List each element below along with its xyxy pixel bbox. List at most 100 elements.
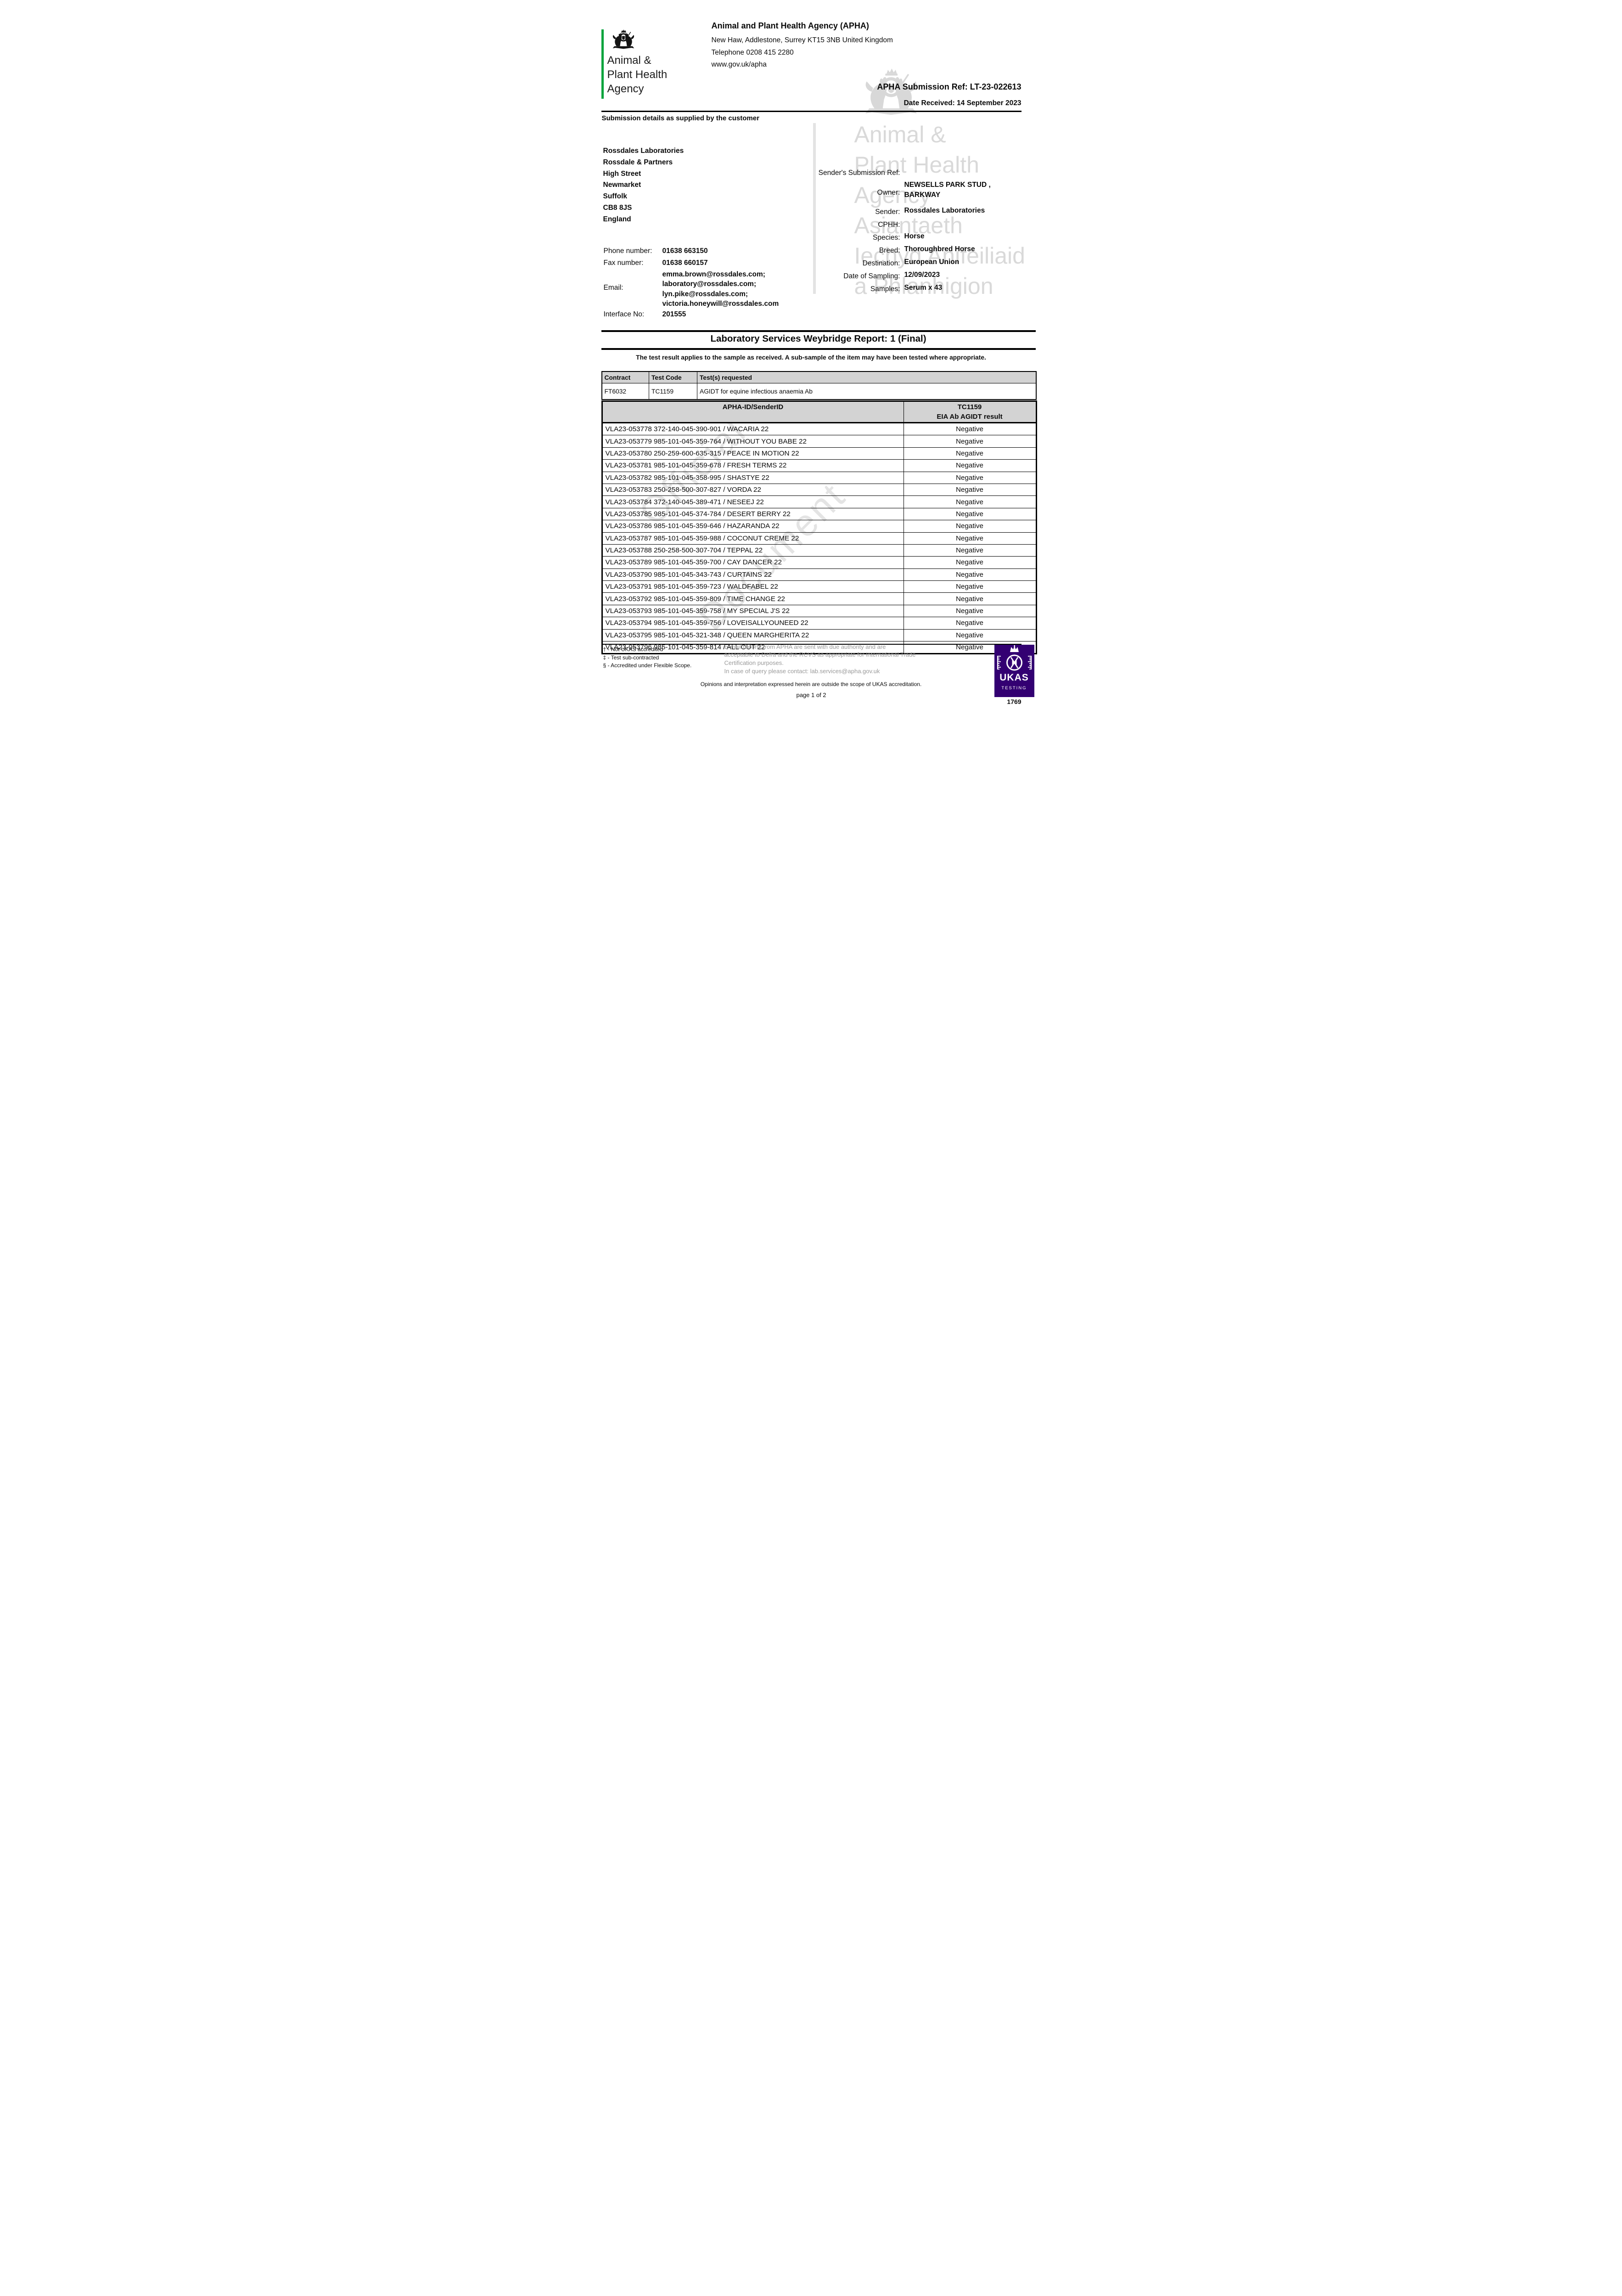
result-cell: Negative	[903, 447, 1037, 460]
detail-label: Samples:	[870, 285, 900, 293]
ukas-accreditation-number: 1769	[1007, 698, 1021, 705]
sample-id-cell: VLA23-053792 985-101-045-359-809 / TIME …	[601, 592, 904, 605]
customer-address: Rossdales Laboratories Rossdale & Partner…	[603, 146, 684, 225]
result-cell: Negative	[903, 532, 1037, 545]
customer-address-line: England	[603, 215, 631, 223]
customer-address-line: CB8 8JS	[603, 203, 632, 212]
result-row: VLA23-053787 985-101-045-359-988 / COCON…	[601, 532, 1037, 545]
ukas-scope-note: Opinions and interpretation expressed he…	[700, 681, 922, 687]
submission-section-heading: Submission details as supplied by the cu…	[601, 114, 759, 122]
footnote: ‡ - Test sub-contracted	[603, 654, 659, 661]
result-row: VLA23-053780 250-259-600-635-315 / PEACE…	[601, 447, 1037, 460]
results-header-row: APHA-ID/SenderID TC1159 EIA Ab AGIDT res…	[601, 401, 1037, 423]
result-cell: Negative	[903, 471, 1037, 484]
email-label: Email:	[603, 284, 623, 292]
result-row: VLA23-053796 985-101-045-359-814 / ALL O…	[601, 641, 1037, 654]
contract-table: Contract Test Code Test(s) requested FT6…	[601, 371, 1037, 400]
logo-line: Plant Health	[607, 68, 668, 81]
detail-value: 12/09/2023	[904, 271, 940, 279]
result-cell: Negative	[903, 422, 1037, 436]
sample-id-cell: VLA23-053784 372-140-045-389-471 / NESEE…	[601, 495, 904, 508]
result-cell: Negative	[903, 459, 1037, 472]
ukas-testing-logo: UKAS TESTING	[994, 645, 1034, 697]
sample-id-cell: VLA23-053794 985-101-045-359-756 / LOVEI…	[601, 617, 904, 630]
detail-row: CPHH:	[786, 219, 1014, 231]
detail-row: Owner: NEWSELLS PARK STUD , BARKWAY	[786, 180, 1014, 206]
fax-value: 01638 660157	[662, 259, 708, 267]
watermark-agency-line: a Phlanhigion	[854, 273, 993, 299]
sample-id-cell: VLA23-053793 985-101-045-359-758 / MY SP…	[601, 604, 904, 618]
result-cell: Negative	[903, 483, 1037, 496]
result-cell: Negative	[903, 495, 1037, 508]
result-row: VLA23-053795 985-101-045-321-348 / QUEEN…	[601, 629, 1037, 642]
result-cell: Negative	[903, 507, 1037, 521]
result-cell: Negative	[903, 604, 1037, 618]
result-row: VLA23-053789 985-101-045-359-700 / CAY D…	[601, 556, 1037, 569]
report-note: The test result applies to the sample as…	[636, 354, 986, 361]
detail-value: Thoroughbred Horse	[904, 245, 975, 253]
sample-id-cell: VLA23-053778 372-140-045-390-901 / WACAR…	[601, 422, 904, 436]
query-contact-note: In case of query please contact: lab.ser…	[724, 668, 880, 675]
accreditation-footnotes: † - Not UKAS accredited ‡ - Test sub-cont…	[603, 646, 692, 670]
page-number: page 1 of 2	[796, 692, 826, 698]
detail-label: Species:	[873, 234, 900, 242]
report-title-rule-top	[601, 330, 1036, 332]
result-row: VLA23-053781 985-101-045-359-678 / FRESH…	[601, 459, 1037, 472]
sample-id-cell: VLA23-053785 985-101-045-374-784 / DESER…	[601, 507, 904, 521]
result-cell: Negative	[903, 556, 1037, 569]
detail-row: Species: Horse	[786, 231, 1014, 244]
result-row: VLA23-053778 372-140-045-390-901 / WACAR…	[601, 422, 1037, 436]
sender-submission-ref-label: Sender's Submission Ref:	[818, 169, 900, 177]
email-line: victoria.honeywill@rossdales.com	[662, 300, 779, 308]
watermark-logo-bar	[813, 123, 816, 294]
detail-value: Serum x 43	[904, 284, 943, 292]
result-cell: Negative	[903, 435, 1037, 448]
result-cell: Negative	[903, 629, 1037, 642]
result-row: VLA23-053790 985-101-045-343-743 / CURTA…	[601, 568, 1037, 581]
apha-logotype: Animal & Plant Health Agency	[607, 53, 668, 96]
sample-id-cell: VLA23-053787 985-101-045-359-988 / COCON…	[601, 532, 904, 545]
header-divider	[601, 111, 1021, 112]
sample-id-cell: VLA23-053790 985-101-045-343-743 / CURTA…	[601, 568, 904, 581]
apha-submission-ref: APHA Submission Ref: LT-23-022613	[877, 82, 1021, 91]
footnote: § - Accredited under Flexible Scope.	[603, 662, 692, 669]
testcode-col-header: Test Code	[649, 371, 697, 383]
sample-id-cell: VLA23-053789 985-101-045-359-700 / CAY D…	[601, 556, 904, 569]
email-authority-note: E-mail reports from APHA are sent with d…	[724, 643, 916, 666]
customer-address-line: High Street	[603, 169, 641, 178]
sample-id-cell: VLA23-053782 985-101-045-358-995 / SHAST…	[601, 471, 904, 484]
date-received: Date Received: 14 September 2023	[904, 99, 1021, 107]
contract-cell: TC1159	[649, 383, 697, 400]
logo-green-bar	[601, 29, 604, 99]
sample-id-cell: VLA23-053780 250-259-600-635-315 / PEACE…	[601, 447, 904, 460]
phone-label: Phone number:	[603, 247, 652, 255]
detail-label: Sender:	[875, 208, 900, 216]
interface-label: Interface No:	[603, 310, 645, 318]
agency-website: www.gov.uk/apha	[711, 61, 767, 68]
result-row: VLA23-053794 985-101-045-359-756 / LOVEI…	[601, 617, 1037, 630]
detail-row: Samples: Serum x 43	[786, 283, 1014, 296]
sample-id-cell: VLA23-053791 985-101-045-359-723 / WALDF…	[601, 580, 904, 593]
detail-label: Breed:	[879, 247, 900, 254]
email-line: lyn.pike@rossdales.com;	[662, 290, 748, 298]
result-cell: Negative	[903, 592, 1037, 605]
result-header-test-name: EIA Ab AGIDT result	[937, 413, 1003, 421]
logo-line: Animal &	[607, 54, 651, 67]
result-row: VLA23-053779 985-101-045-359-764 / WITHO…	[601, 435, 1037, 448]
detail-value: European Union	[904, 258, 960, 266]
contract-col-header: Contract	[601, 371, 649, 383]
watermark-agency-line: Asiantaeth	[854, 213, 963, 238]
email-lines: emma.brown@rossdales.com; laboratory@ross…	[662, 270, 779, 309]
submission-details-rows: Owner: NEWSELLS PARK STUD , BARKWAY Sender…	[786, 180, 1014, 296]
footnote: † - Not UKAS accredited	[603, 646, 663, 653]
result-row: VLA23-053783 250-258-500-307-827 / VORDA…	[601, 483, 1037, 496]
email-line: laboratory@rossdales.com;	[662, 280, 757, 288]
detail-row: Sender: Rossdales Laboratories	[786, 206, 1014, 219]
watermark-agency-line: Agency	[854, 182, 931, 208]
sample-id-cell: VLA23-053781 985-101-045-359-678 / FRESH…	[601, 459, 904, 472]
result-cell: Negative	[903, 580, 1037, 593]
results-table-body: VLA23-053778 372-140-045-390-901 / WACAR…	[601, 422, 1037, 654]
phone-value: 01638 663150	[662, 247, 708, 255]
detail-label: Date of Sampling:	[843, 272, 900, 280]
ukas-type-label: TESTING	[1001, 686, 1027, 691]
